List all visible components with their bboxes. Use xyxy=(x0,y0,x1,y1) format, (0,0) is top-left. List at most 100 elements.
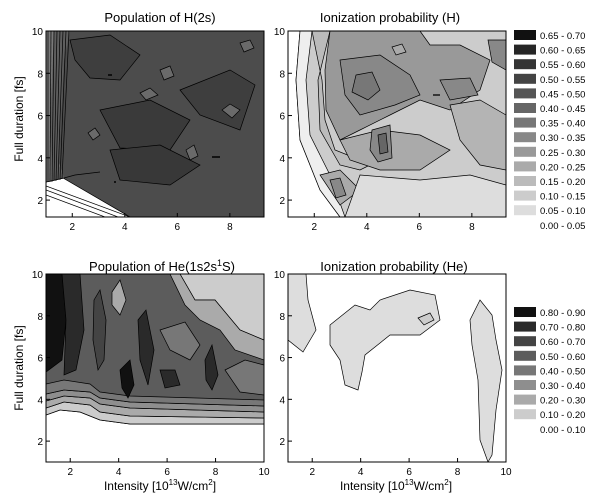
x-tick-label-he: 2 xyxy=(67,467,73,478)
legend-swatch xyxy=(514,394,536,405)
title-he-sup: 1 xyxy=(217,258,222,268)
x-tick-label-ion-h: 2 xyxy=(311,222,317,233)
legend-swatch xyxy=(514,30,536,40)
y-tick-label-ion-he: 2 xyxy=(279,437,285,448)
legend-label: 0.60 - 0.70 xyxy=(540,337,585,348)
plot-frame-ion-h xyxy=(287,30,507,218)
x-tick-label-ion-he: 8 xyxy=(455,467,461,478)
legend-swatch xyxy=(514,161,536,172)
legend-label: 0.45 - 0.50 xyxy=(540,89,585,100)
x-tick-label-he: 10 xyxy=(258,467,270,478)
legend-swatch xyxy=(514,176,536,186)
plot-frame-ion-he xyxy=(287,273,507,463)
legend-label: 0.15 - 0.20 xyxy=(540,177,585,188)
legend-label: 0.65 - 0.70 xyxy=(540,31,585,42)
x-tick-label-h2s: 8 xyxy=(227,222,233,233)
y-tick-label-he: 10 xyxy=(32,270,44,281)
panel-he: 2 4 6 8 10 2 4 6 8 10 xyxy=(32,270,270,478)
y-tick-label-ion-h: 6 xyxy=(279,112,285,123)
x-tick-label-h2s: 6 xyxy=(175,222,181,233)
legend-label: 0.80 - 0.90 xyxy=(540,308,585,319)
xaxis-he: 2 4 6 8 10 xyxy=(67,458,270,478)
x-tick-label-he: 6 xyxy=(164,467,170,478)
x-tick-label-ion-he: 10 xyxy=(500,467,512,478)
legend-label: 0.10 - 0.15 xyxy=(540,192,585,203)
legend-swatch xyxy=(514,88,536,99)
y-tick-label-h2s: 2 xyxy=(37,196,43,207)
legend-label: 0.50 - 0.55 xyxy=(540,75,585,86)
x-tick-label-he: 8 xyxy=(213,467,219,478)
y-tick-label-ion-h: 4 xyxy=(279,154,285,165)
y-tick-label-ion-h: 8 xyxy=(279,69,285,80)
legend-label: 0.50 - 0.60 xyxy=(540,352,585,363)
y-tick-label-h2s: 6 xyxy=(37,112,43,123)
legend-label: 0.55 - 0.60 xyxy=(540,60,585,71)
panel-h2s: 2 4 6 8 2 4 6 8 10 xyxy=(32,27,265,233)
title-he-main: Population of He(1s2s xyxy=(89,259,217,274)
x-tick-label-he: 4 xyxy=(116,467,122,478)
legend-swatch xyxy=(514,423,536,434)
title-he-end: S) xyxy=(222,259,235,274)
yaxis-h2s: 2 4 6 8 10 xyxy=(32,27,50,207)
x-tick-label-ion-h: 6 xyxy=(417,222,423,233)
yaxis-ion-he: 2 4 6 8 10 xyxy=(274,270,292,448)
legend-label: 0.60 - 0.65 xyxy=(540,46,585,57)
legend-bottom: 0.80 - 0.90 0.70 - 0.80 0.60 - 0.70 0.50 - … xyxy=(514,307,585,436)
title-ion-h: Ionization probability (H) xyxy=(320,10,460,25)
legend-swatch xyxy=(514,409,536,420)
title-h2s: Population of H(2s) xyxy=(104,10,215,25)
xaxis-ion-h: 2 4 6 8 xyxy=(311,213,475,233)
x-tick-label-ion-he: 6 xyxy=(406,467,412,478)
ylabel-top: Full duration [fs] xyxy=(12,76,26,161)
x-tick-label-ion-he: 2 xyxy=(309,467,315,478)
yaxis-ion-h: 2 4 6 8 10 xyxy=(274,27,292,207)
legend-label: 0.70 - 0.80 xyxy=(540,323,585,334)
legend-swatch xyxy=(514,365,536,376)
x-tick-label-ion-h: 8 xyxy=(469,222,475,233)
legend-top: 0.65 - 0.70 0.60 - 0.65 0.55 - 0.60 0.50 - … xyxy=(514,30,585,232)
legend-label: 0.05 - 0.10 xyxy=(540,206,585,217)
x-tick-label-h2s: 4 xyxy=(122,222,128,233)
y-tick-label-ion-h: 10 xyxy=(274,27,286,38)
y-tick-label-he: 8 xyxy=(37,312,43,323)
y-tick-label-ion-he: 4 xyxy=(279,395,285,406)
legend-swatch xyxy=(514,350,536,361)
y-tick-label-ion-he: 6 xyxy=(279,354,285,365)
y-tick-label-h2s: 8 xyxy=(37,69,43,80)
legend-label: 0.20 - 0.25 xyxy=(540,162,585,173)
plot-frame-h2s xyxy=(45,30,265,218)
y-tick-label-ion-he: 8 xyxy=(279,312,285,323)
y-tick-label-h2s: 10 xyxy=(32,27,44,38)
ylabel-bottom: Full duration [fs] xyxy=(12,325,26,410)
y-tick-label-h2s: 4 xyxy=(37,154,43,165)
title-he: Population of He(1s2s1S) xyxy=(89,258,235,274)
panel-ion-h: 2 4 6 8 2 4 6 8 10 xyxy=(274,27,507,233)
legend-label: 0.40 - 0.50 xyxy=(540,366,585,377)
legend-swatch xyxy=(514,59,536,70)
y-tick-label-ion-h: 2 xyxy=(279,196,285,207)
legend-swatch xyxy=(514,73,536,84)
title-ion-he: Ionization probability (He) xyxy=(320,259,467,274)
x-tick-label-h2s: 2 xyxy=(69,222,75,233)
legend-swatch xyxy=(514,117,536,128)
legend-label: 0.35 - 0.40 xyxy=(540,119,585,130)
y-tick-label-he: 2 xyxy=(37,437,43,448)
legend-swatch xyxy=(514,307,536,317)
legend-swatch xyxy=(514,132,536,143)
y-tick-label-he: 4 xyxy=(37,395,43,406)
legend-swatch xyxy=(514,190,536,201)
legend-swatch xyxy=(514,103,536,113)
xaxis-ion-he: 2 4 6 8 10 xyxy=(309,458,512,478)
legend-swatch xyxy=(514,205,536,216)
legend-label: 0.20 - 0.30 xyxy=(540,396,585,407)
legend-label: 0.10 - 0.20 xyxy=(540,410,585,421)
legend-swatch xyxy=(514,321,536,332)
plot-frame-he xyxy=(45,273,265,463)
y-tick-label-he: 6 xyxy=(37,354,43,365)
legend-label: 0.00 - 0.10 xyxy=(540,425,585,436)
panel-ion-he: 2 4 6 8 10 2 4 6 8 10 xyxy=(274,270,512,478)
legend-swatch xyxy=(514,146,536,157)
legend-swatch xyxy=(514,380,536,390)
legend-label: 0.25 - 0.30 xyxy=(540,148,585,159)
